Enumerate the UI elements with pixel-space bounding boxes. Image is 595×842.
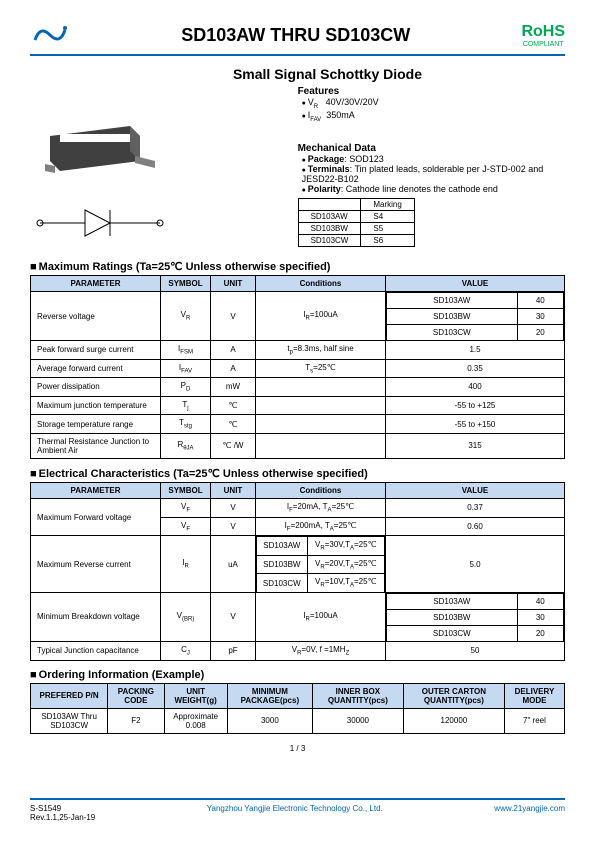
footer: S-S1549 Rev.1.1,25-Jan-19 Yangzhou Yangj…: [30, 798, 565, 822]
table-row: Average forward currentIFAVATs=25℃0.35: [31, 359, 565, 378]
table-row: Storage temperature rangeTstg℃-55 to +15…: [31, 415, 565, 434]
rohs-badge: RoHS COMPLIANT: [521, 23, 565, 48]
table-row: SD103AW Thru SD103CW F2 Approximate 0.00…: [31, 708, 565, 733]
top-section: Features VR 40V/30V/20V IFAV 350mA Mecha…: [30, 86, 565, 250]
diode-symbol-icon: [30, 198, 170, 248]
mechanical-block: Mechanical Data Package: SOD123 Terminal…: [298, 143, 565, 247]
table-row: Maximum Reverse currentIRuASD103AWVR=30V…: [31, 536, 565, 593]
max-ratings-title: Maximum Ratings (Ta=25℃ Unless otherwise…: [30, 260, 565, 273]
elec-char-title: Electrical Characteristics (Ta=25℃ Unles…: [30, 467, 565, 480]
page-number: 1 / 3: [30, 744, 565, 753]
package-image: [30, 86, 170, 186]
elec-char-table: PARAMETER SYMBOL UNIT Conditions VALUE M…: [30, 482, 565, 661]
table-row: Peak forward surge currentIFSMAtp=8.3ms,…: [31, 341, 565, 360]
ordering-table: PREFERED P/N PACKING CODE UNIT WEIGHT(g)…: [30, 683, 565, 734]
subtitle: Small Signal Schottky Diode: [90, 66, 565, 82]
marking-table: Marking SD103AWS4 SD103BWS5 SD103CWS6: [298, 198, 415, 247]
ordering-title: Ordering Information (Example): [30, 669, 565, 681]
table-row: Power dissipationPDmW400: [31, 378, 565, 397]
table-row: Minimum Breakdown voltageV(BR)VIR=100uAS…: [31, 592, 565, 641]
table-row: Maximum Forward voltageVFVIF=20mA, TA=25…: [31, 498, 565, 517]
features-block: Features VR 40V/30V/20V IFAV 350mA: [298, 86, 565, 123]
table-row: Reverse voltage VR V IR=100uA SD103AW40S…: [31, 292, 565, 341]
table-row: Typical Junction capacitanceCJpFVR=0V, f…: [31, 641, 565, 660]
page-title: SD103AW THRU SD103CW: [181, 25, 410, 46]
table-row: Maximum junction temperatureTj℃-55 to +1…: [31, 396, 565, 415]
header: SD103AW THRU SD103CW RoHS COMPLIANT: [30, 20, 565, 56]
logo-icon: [30, 20, 70, 50]
max-ratings-table: PARAMETER SYMBOL UNIT Conditions VALUE R…: [30, 275, 565, 459]
table-row: Thermal Resistance Junction to Ambient A…: [31, 433, 565, 458]
